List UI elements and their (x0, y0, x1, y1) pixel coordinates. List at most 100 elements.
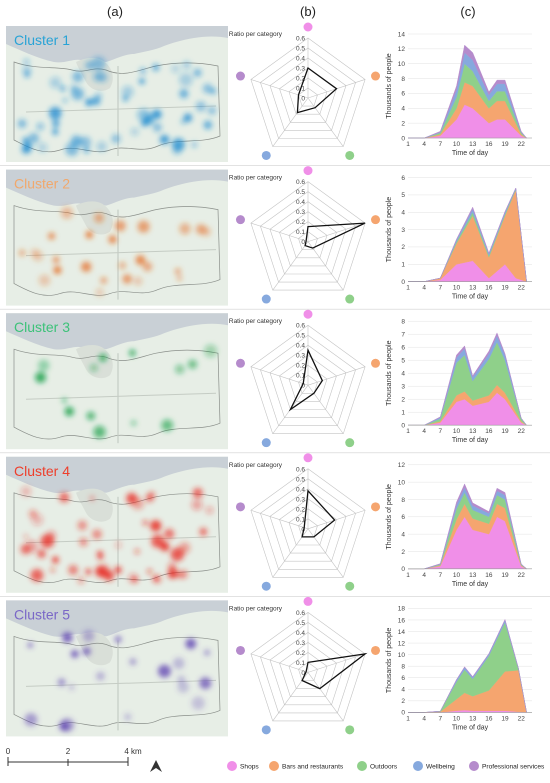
area-ytick-label: 14 (398, 629, 406, 636)
radar-gridline (260, 191, 356, 283)
radar-tick-label: 0.5 (296, 46, 305, 53)
map-hotspot (99, 353, 107, 362)
radar-spoke (250, 653, 309, 673)
map-hotspot (201, 226, 212, 237)
radar-category-marker-bars (371, 502, 381, 512)
map-water (6, 313, 228, 351)
map-boundary (13, 205, 221, 296)
map-hotspot (32, 250, 44, 262)
radar-category-marker-outdoors (345, 150, 355, 160)
cluster-map: Cluster 3 (6, 313, 228, 450)
map-hotspot (203, 120, 213, 130)
radar-tick-label: 0.3 (296, 496, 305, 503)
radar-gridline (279, 354, 337, 410)
map-hotspot (49, 76, 62, 89)
scale-label-0: 0 (6, 747, 11, 756)
map-hotspot (24, 713, 38, 727)
map-hotspot (46, 530, 57, 541)
radar-gridline (279, 642, 337, 698)
area-xtick-label: 10 (453, 428, 461, 435)
legend-swatch (227, 761, 237, 771)
map-hotspot (28, 132, 40, 144)
radar-gridline (288, 364, 328, 402)
radar-gridline (298, 87, 318, 107)
map-water (6, 26, 228, 64)
map-hotspot (60, 85, 66, 92)
radar-tick-label: 0.2 (296, 363, 305, 370)
map-hotspot (121, 85, 134, 98)
map-hotspot (187, 359, 198, 369)
map-water (6, 169, 228, 208)
radar-profile (296, 66, 338, 114)
map-hotspot (93, 425, 106, 439)
area-xtick-label: 10 (453, 141, 461, 148)
map-hotspot (48, 106, 62, 120)
area-xtick-label: 7 (439, 141, 443, 148)
area-ytick-label: 5 (401, 358, 405, 365)
radar-tick-label: 0.6 (296, 179, 305, 186)
map-hotspot (167, 568, 178, 579)
area-ytick-label: 6 (401, 345, 405, 352)
map-hotspot (207, 106, 217, 115)
area-xtick-label: 7 (439, 428, 443, 435)
map-hotspot (174, 268, 181, 275)
map-hotspot (193, 68, 202, 77)
map-hotspot (179, 89, 189, 99)
map-hotspot (167, 562, 177, 572)
map-hotspot (114, 220, 126, 232)
map-hotspot (142, 261, 153, 272)
radar-category-marker-bars (371, 358, 381, 368)
area-xtick-label: 13 (469, 141, 477, 148)
map-hotspot (130, 127, 139, 136)
radar-gridline (260, 622, 356, 714)
map-hotspot (185, 638, 197, 650)
radar-tick-label: 0.6 (296, 466, 305, 473)
map-hotspot (114, 566, 122, 574)
area-xtick-label: 1 (406, 141, 410, 148)
map-hotspot (205, 506, 214, 515)
map-hotspot (27, 642, 33, 648)
legend-label: Professional services (482, 764, 545, 771)
map-hotspot (85, 230, 94, 239)
map-hotspot (59, 492, 70, 503)
radar-profile (301, 489, 336, 538)
map-hotspot (191, 141, 198, 148)
area-xtick-label: 10 (453, 715, 461, 722)
map-hotspot (62, 632, 73, 643)
map-hotspot (177, 681, 190, 693)
area-ytick-label: 4 (401, 371, 405, 378)
radar-tick-label: 0.5 (296, 476, 305, 483)
area-xtick-label: 13 (469, 572, 477, 579)
radar-gridline (269, 488, 347, 562)
map-hotspot (199, 677, 212, 690)
area-ytick-label: 2 (401, 120, 405, 127)
map-hotspot (123, 713, 132, 721)
map-hotspot (82, 647, 91, 656)
map-hotspot (30, 568, 44, 582)
area-ytick-label: 10 (398, 479, 406, 486)
map-hotspot (64, 406, 74, 417)
radar-gridline (250, 612, 366, 722)
map-scale-bar: 0 2 4 km (6, 747, 142, 766)
map-hotspot (138, 78, 145, 85)
map-hotspot (77, 520, 88, 531)
map-hotspot (174, 364, 185, 374)
map-hotspot (161, 419, 174, 432)
map-hotspot (204, 344, 218, 358)
cluster-radar: 0.6 0.5 0.4 0.3 0.2 0.1 0 Ratio per category (229, 309, 381, 448)
map-hotspot (72, 71, 84, 83)
radar-gridline (260, 47, 356, 139)
map-hotspot (89, 363, 98, 372)
map-hotspot (62, 97, 68, 103)
map-hotspot (131, 576, 139, 583)
map-hotspot (37, 359, 50, 372)
area-x-label: Time of day (452, 724, 489, 731)
radar-tick-label: 0.5 (296, 620, 305, 627)
cluster-row-5: Cluster 5 0.6 0.5 0.4 0.3 0.2 0.1 0 Ratio per ca… (0, 596, 550, 737)
map-hotspot (71, 87, 84, 101)
map-water (6, 456, 228, 495)
area-xtick-label: 1 (406, 428, 410, 435)
